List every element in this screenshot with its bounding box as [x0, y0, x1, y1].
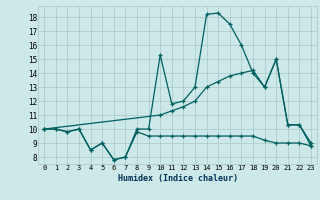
X-axis label: Humidex (Indice chaleur): Humidex (Indice chaleur) — [118, 174, 238, 183]
